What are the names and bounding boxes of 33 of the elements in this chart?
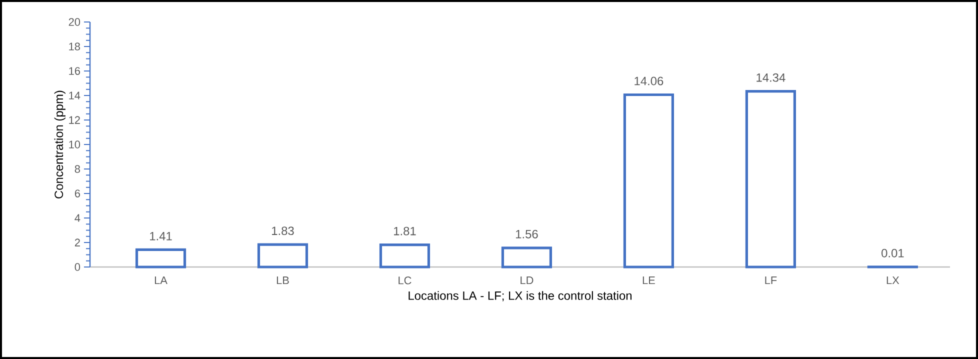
x-tick-label: LA: [154, 276, 168, 284]
data-label: 0.01: [882, 248, 904, 258]
x-tick-label: LD: [520, 276, 534, 284]
data-label: 1.56: [516, 230, 538, 238]
x-tick-label: LE: [642, 276, 655, 284]
y-tick-label: 0: [74, 263, 80, 271]
y-tick-label: 10: [69, 140, 80, 148]
x-tick-label: LB: [276, 276, 289, 284]
y-tick-label: 6: [74, 190, 80, 198]
y-tick-label: 12: [69, 116, 80, 124]
y-tick-label: 4: [74, 214, 80, 222]
y-tick-label: 2: [74, 238, 80, 246]
data-label: 1.81: [394, 226, 416, 236]
data-label: 1.83: [272, 226, 294, 236]
x-axis-title: Locations LA - LF; LX is the control station: [408, 291, 632, 302]
bar: [501, 246, 552, 268]
y-tick-label: 8: [74, 165, 80, 173]
data-label: 14.34: [756, 73, 786, 82]
y-tick-label: 18: [69, 42, 80, 50]
x-tick-label: LC: [398, 276, 412, 284]
bar: [257, 243, 308, 268]
y-tick-label: 16: [69, 67, 80, 75]
y-axis-title: Concentration (ppm): [54, 90, 66, 198]
data-label: 14.06: [634, 76, 664, 86]
bar: [379, 244, 430, 268]
bar: [745, 90, 796, 268]
bar: [623, 93, 674, 268]
data-label: 1.41: [150, 232, 172, 240]
x-tick-label: LX: [886, 276, 900, 284]
x-tick-label: LF: [765, 276, 777, 284]
y-tick-label: 20: [68, 18, 80, 26]
bar: [135, 248, 186, 268]
y-tick-label: 14: [69, 92, 80, 100]
